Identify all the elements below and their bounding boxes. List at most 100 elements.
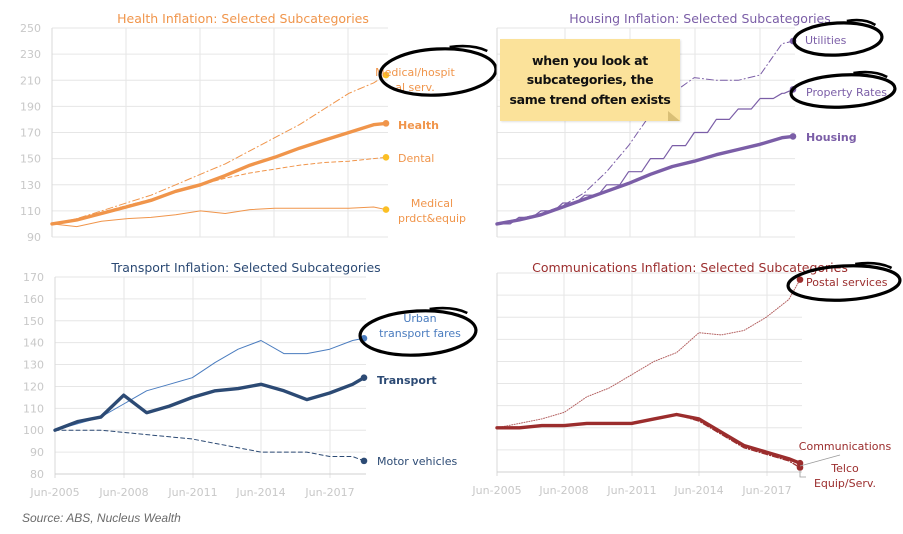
series-label-line: Postal services — [806, 276, 888, 289]
y-tick-label: 90 — [30, 446, 44, 459]
series-label-line: prdct&equip — [398, 212, 466, 225]
series-label: Utilities — [805, 34, 847, 47]
source-caption: Source: ABS, Nucleus Wealth — [22, 511, 181, 525]
series-label: Health — [398, 119, 439, 132]
annotation-circle-tail — [853, 70, 888, 79]
y-tick-label: 130 — [20, 179, 41, 192]
series-line-urban-transport-fares — [54, 337, 365, 431]
chart-communications: Jun-2005 Jun-2008 Jun-2011 Jun-2014 Jun-2017… — [471, 260, 902, 497]
series-line-transport — [53, 376, 366, 432]
series-label: Motor vehicles — [377, 455, 457, 468]
x-tick-label: Jun-2014 — [673, 484, 723, 497]
series-label-line: Utilities — [805, 34, 847, 47]
series-label-line: Dental — [398, 152, 434, 165]
series-end-marker — [360, 374, 368, 381]
annotation-circle — [789, 73, 897, 109]
series-label-line: Housing — [806, 131, 857, 144]
series-label-line: Equip/Serv. — [814, 477, 876, 490]
series-line-dental — [51, 156, 387, 225]
series-label-line: Communications — [799, 440, 892, 453]
series-end-marker — [382, 206, 390, 213]
series-label: Property Rates — [806, 86, 887, 99]
y-tick-label: 170 — [20, 127, 41, 140]
y-tick-label: 170 — [23, 271, 44, 284]
chart-transport: 80 90 100 110 120 130 140 150 160 170 Jun-2005 Jun-… — [23, 260, 478, 499]
y-tick-label: 80 — [30, 468, 44, 481]
x-tick-label: Jun-2017 — [741, 484, 791, 497]
x-tick-label: Jun-2014 — [235, 486, 285, 499]
series-label-line: Medical/hospit — [375, 66, 455, 79]
series-label: Communications — [799, 440, 892, 453]
series-end-marker — [360, 457, 368, 465]
series-label-line: transport fares — [379, 327, 461, 340]
series-end-marker — [796, 276, 804, 283]
series-label-line: Health — [398, 119, 439, 132]
series-line-telco-equip-serv- — [496, 413, 801, 469]
sticky-note: when you look at subcategories, the same… — [500, 39, 680, 121]
x-tick-label: Jun-2011 — [606, 484, 656, 497]
y-tick-label: 130 — [23, 359, 44, 372]
y-tick-label: 90 — [27, 231, 41, 244]
y-tick-label: 110 — [20, 205, 41, 218]
chart-health: 90 110 130 150 170 190 210 230 250 Health Inflati… — [20, 11, 498, 244]
y-tick-label: 120 — [23, 380, 44, 393]
annotation-circle — [378, 47, 498, 97]
x-tick-label: Jun-2005 — [471, 484, 521, 497]
chart-title: Transport Inflation: Selected Subcategor… — [110, 260, 380, 275]
series-line-communications — [495, 412, 802, 465]
series-line-medical-hospital-serv- — [51, 74, 387, 225]
y-tick-label: 230 — [20, 48, 41, 61]
series-end-marker — [382, 120, 390, 127]
series-label-line: Motor vehicles — [377, 455, 457, 468]
annotation-circle — [792, 21, 884, 57]
series-line-medical-prdct-equip — [51, 206, 387, 228]
sticky-note-fold — [668, 111, 680, 121]
x-tick-label: Jun-2005 — [29, 486, 79, 499]
y-tick-label: 190 — [20, 100, 41, 113]
series-end-marker — [382, 71, 390, 79]
series-label: Transport — [377, 374, 437, 387]
series-label: Postal services — [806, 276, 888, 289]
series-label-line: Telco — [830, 462, 859, 475]
annotation-circle-tail — [429, 306, 468, 315]
series-label: Medical/hospit al serv. — [375, 66, 455, 94]
y-tick-label: 150 — [20, 153, 41, 166]
series-label-line: Medical — [411, 197, 453, 210]
annotation-circle — [358, 309, 478, 357]
y-tick-label: 250 — [20, 22, 41, 35]
sticky-note-text: when you look at subcategories, the same… — [509, 52, 671, 107]
chart-title: Health Inflation: Selected Subcategories — [117, 11, 369, 26]
y-tick-label: 160 — [23, 293, 44, 306]
y-tick-label: 100 — [23, 424, 44, 437]
annotation-circle — [786, 264, 902, 302]
series-line-postal-services — [496, 279, 801, 429]
x-tick-label: Jun-2017 — [304, 486, 354, 499]
series-line-motor-vehicles — [54, 429, 365, 462]
y-tick-label: 110 — [23, 402, 44, 415]
leader-line — [799, 454, 841, 467]
chart-title: Housing Inflation: Selected Subcategorie… — [569, 11, 831, 26]
series-line-housing — [495, 134, 795, 226]
series-label-line: al serv. — [395, 81, 434, 94]
y-tick-label: 210 — [20, 74, 41, 87]
y-tick-label: 140 — [23, 337, 44, 350]
annotation-circle-tail — [855, 261, 893, 270]
series-label: Housing — [806, 131, 857, 144]
series-label: Medical prdct&equip — [398, 197, 466, 225]
x-tick-label: Jun-2008 — [98, 486, 148, 499]
x-tick-label: Jun-2011 — [167, 486, 217, 499]
series-line-health — [50, 121, 388, 226]
annotation-circle-tail — [449, 44, 488, 53]
series-label: Urban transport fares — [379, 312, 461, 340]
series-label-line: Transport — [377, 374, 437, 387]
series-label: Dental — [398, 152, 434, 165]
y-tick-label: 150 — [23, 315, 44, 328]
annotation-circle-tail — [846, 18, 877, 27]
x-tick-label: Jun-2008 — [538, 484, 588, 497]
series-label: Telco Equip/Serv. — [814, 462, 876, 490]
chart-title: Communications Inflation: Selected Subca… — [532, 260, 848, 275]
series-end-marker — [382, 154, 390, 161]
series-end-marker — [789, 133, 797, 140]
series-label-line: Urban — [403, 312, 436, 325]
